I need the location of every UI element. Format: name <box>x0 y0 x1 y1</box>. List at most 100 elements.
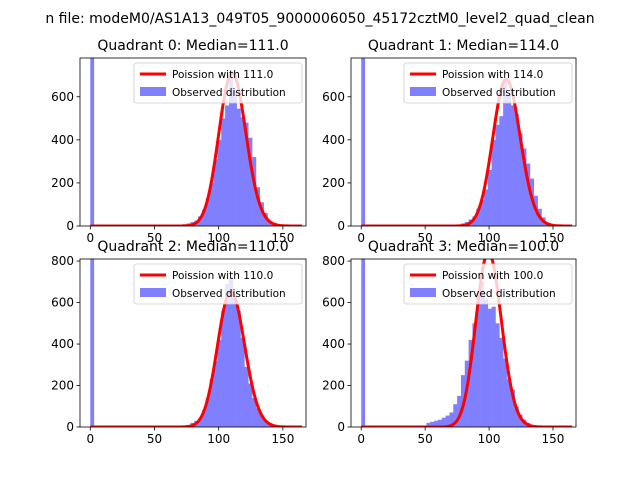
histogram-bar <box>491 306 496 427</box>
subplot-quadrant-2: 0 50 100 150 0 200 400 600 800 Quadrant 2: Median… <box>51 239 307 446</box>
x-tick-label: 0 <box>357 231 365 245</box>
x-tick-label: 100 <box>478 432 501 446</box>
histogram-bar <box>437 419 443 427</box>
histogram-bar <box>236 310 241 427</box>
axes-frame <box>350 57 577 227</box>
y-tick-label: 200 <box>322 379 345 393</box>
legend-poisson-label: Poission with 110.0 <box>172 270 273 282</box>
histogram-bar <box>232 90 237 226</box>
histogram-bar <box>506 94 512 226</box>
histogram-bar <box>217 139 222 226</box>
histogram-bar <box>244 366 249 427</box>
y-tick-label: 600 <box>51 296 74 310</box>
legend: Poission with 100.0 Observed distribution <box>403 263 573 305</box>
legend-box <box>133 263 303 305</box>
legend: Poission with 114.0 Observed distribution <box>403 62 573 104</box>
histogram-bar <box>518 414 523 427</box>
poisson-curve <box>361 77 573 226</box>
subplot-quadrant-0: 0 50 100 150 0 200 400 600 Quadrant 0: Median=11… <box>51 38 307 245</box>
histogram-bar <box>510 105 515 226</box>
y-tick-label: 800 <box>322 254 345 268</box>
legend-observed-swatch <box>410 87 436 96</box>
histogram-bar <box>217 339 222 427</box>
legend-poisson-label: Poission with 114.0 <box>442 69 543 81</box>
y-tick-label: 600 <box>322 296 345 310</box>
legend-observed-label: Observed distribution <box>442 288 556 300</box>
histogram-bar-zero-spike <box>361 58 366 226</box>
histogram-bar-zero-spike <box>361 259 366 427</box>
histogram-bar <box>201 410 207 427</box>
histogram-bar <box>441 417 446 427</box>
legend-observed-label: Observed distribution <box>442 87 556 99</box>
legend-observed-swatch <box>410 288 436 297</box>
histogram-bar <box>252 397 257 427</box>
histogram-bar <box>495 124 500 226</box>
histogram-bar <box>209 379 214 427</box>
legend: Poission with 110.0 Observed distribution <box>133 263 303 305</box>
histogram-bar <box>236 108 241 226</box>
histogram-bar <box>518 133 523 226</box>
histogram-bar <box>514 114 519 226</box>
histogram-bar <box>248 383 253 427</box>
histogram-bar-zero-spike <box>90 259 95 427</box>
histogram-bar <box>205 397 210 427</box>
histogram-bar <box>506 379 512 427</box>
y-tick-label: 200 <box>51 379 74 393</box>
histogram-bar <box>198 216 203 226</box>
legend-box <box>403 62 573 104</box>
x-tick-label: 150 <box>271 432 294 446</box>
x-tick-label: 0 <box>86 231 94 245</box>
poisson-curve <box>90 289 303 427</box>
histogram-bar <box>221 310 226 427</box>
histogram-bar <box>522 148 527 226</box>
subplot-quadrant-3: 0 50 100 150 0 200 400 600 800 Quadrant 3: Median… <box>322 239 577 446</box>
histogram-bar <box>255 408 261 427</box>
y-tick-label: 400 <box>322 337 345 351</box>
y-tick-label: 400 <box>51 337 74 351</box>
plot-area <box>90 58 303 226</box>
legend-poisson-label: Poission with 111.0 <box>172 69 273 81</box>
histogram-bar <box>483 189 489 226</box>
subplot-quadrant-1: 0 50 100 150 0 200 400 600 Quadrant 1: Median=11… <box>322 38 577 245</box>
histogram-bar <box>213 159 218 226</box>
subplot-title: Quadrant 3: Median=100.0 <box>368 239 559 255</box>
histogram-bar <box>248 137 253 226</box>
histogram-bar <box>487 170 492 226</box>
histogram-bar <box>244 122 249 226</box>
histogram-bar <box>468 339 473 427</box>
histogram-bar <box>205 198 210 226</box>
y-tick-label: 600 <box>322 90 345 104</box>
histogram-bar <box>476 208 481 226</box>
legend-observed-swatch <box>140 288 166 297</box>
y-tick-label: 200 <box>51 176 74 190</box>
y-tick-label: 600 <box>51 90 74 104</box>
y-tick-label: 0 <box>337 420 345 434</box>
histogram-bar <box>263 420 268 427</box>
y-tick-label: 400 <box>322 133 345 147</box>
histogram-bar <box>240 337 245 427</box>
histogram-bar <box>480 200 485 226</box>
histogram-bar-zero-spike <box>90 58 95 226</box>
subplot-grid: 0 50 100 150 0 200 400 600 Quadrant 0: Median=11… <box>51 38 577 446</box>
y-tick-label: 0 <box>66 219 74 233</box>
x-tick-label: 150 <box>542 231 565 245</box>
histogram-bar <box>267 221 272 226</box>
histogram-bar <box>453 404 458 427</box>
legend-observed-label: Observed distribution <box>172 288 286 300</box>
histogram-bar <box>472 323 477 427</box>
histogram-bar <box>476 294 481 427</box>
y-tick-label: 0 <box>66 420 74 434</box>
histogram-bar <box>240 117 245 226</box>
histogram-bar <box>526 163 531 226</box>
histogram-bar <box>255 187 261 226</box>
plot-area <box>90 259 303 427</box>
axes-frame <box>79 258 307 428</box>
histogram-bar <box>503 79 508 226</box>
x-tick-label: 100 <box>207 432 230 446</box>
histogram-bar <box>472 216 477 226</box>
x-tick-label: 150 <box>271 231 294 245</box>
x-tick-label: 100 <box>478 231 501 245</box>
x-tick-label: 150 <box>542 432 565 446</box>
histogram-bar <box>426 422 431 427</box>
